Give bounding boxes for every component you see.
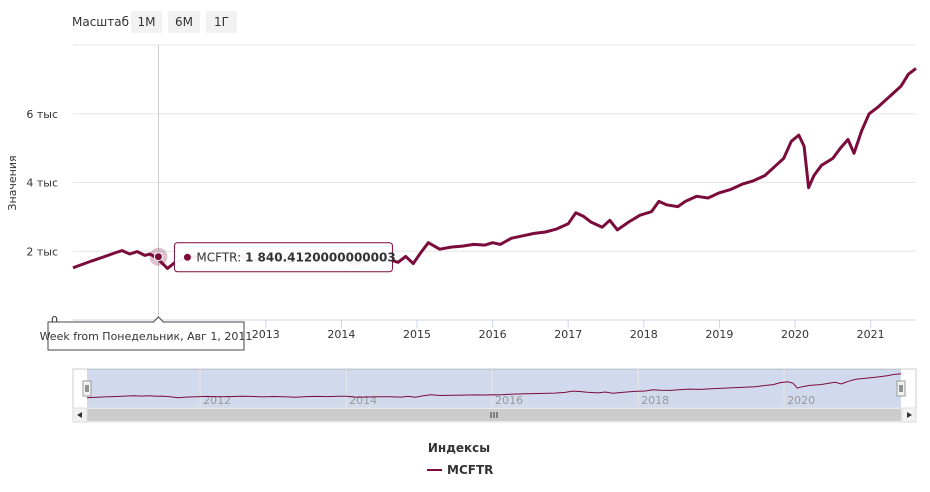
arrow-right-icon — [907, 412, 912, 418]
y-tick-label: 4 тыс — [26, 177, 58, 190]
zoom-6m-button[interactable]: 6М — [168, 11, 200, 33]
series-line-mcftr[interactable] — [72, 67, 917, 270]
scrollbar-right-button[interactable] — [901, 407, 917, 423]
x-tick-label: 2015 — [403, 328, 431, 341]
x-tick-label: 2018 — [630, 328, 658, 341]
tooltip: MCFTR: 1 840.4120000000003 Week from Поне… — [40, 242, 396, 351]
navigator-tick-label: 2018 — [641, 394, 669, 407]
tooltip-box — [173, 242, 393, 273]
tooltip-text: MCFTR: 1 840.4120000000003 — [196, 250, 395, 264]
tooltip-series-dot — [183, 253, 191, 261]
y-tick-label: 0 — [51, 314, 58, 327]
navigator-tick-label: 2016 — [495, 394, 523, 407]
x-tick-label: 2021 — [857, 328, 885, 341]
navigator-handle-left[interactable] — [82, 380, 92, 397]
x-tooltip-box — [47, 321, 245, 351]
arrow-left-icon — [77, 412, 82, 418]
y-axis-ticks: 0 2 тыс 4 тыс 6 тыс — [26, 108, 58, 327]
x-tick-label: 2017 — [554, 328, 582, 341]
legend: Индексы MCFTR — [427, 441, 493, 477]
legend-item-label: MCFTR — [447, 463, 493, 477]
hover-point[interactable] — [153, 252, 163, 262]
navigator[interactable]: 2012 2014 2016 2018 2020 — [72, 368, 917, 409]
navigator-tick-label: 2020 — [787, 394, 815, 407]
y-tick-label: 6 тыс — [26, 108, 58, 121]
navigator-tick-label: 2012 — [203, 394, 231, 407]
tooltip-value: 1 840.4120000000003 — [245, 250, 396, 264]
navigator-frame — [72, 368, 917, 409]
zoom-1y-button[interactable]: 1Г — [206, 11, 237, 33]
zoom-label: Масштаб — [72, 15, 129, 29]
scrollbar-grip-icon — [490, 412, 498, 418]
zoom-1y-label: 1Г — [214, 15, 229, 29]
series-group — [72, 67, 917, 270]
x-tooltip-text: Week from Понедельник, Авг 1, 2011 — [40, 330, 253, 343]
x-tooltip-pointer — [153, 316, 164, 323]
scrollbar[interactable] — [72, 407, 917, 423]
zoom-1m-label: 1М — [138, 15, 156, 29]
x-axis-ticks: 2013 2014 2015 2016 2017 2018 2019 2020 2021 — [252, 320, 885, 341]
navigator-series — [86, 373, 902, 399]
legend-item-mcftr[interactable]: MCFTR — [427, 463, 493, 477]
x-tick-label: 2016 — [479, 328, 507, 341]
scrollbar-left-button[interactable] — [72, 407, 88, 423]
legend-title: Индексы — [428, 441, 490, 455]
navigator-handle-right[interactable] — [896, 380, 906, 397]
y-tick-label: 2 тыс — [26, 245, 58, 258]
x-tick-label: 2020 — [781, 328, 809, 341]
navigator-series-line — [86, 373, 902, 399]
x-tick-label: 2014 — [327, 328, 355, 341]
zoom-6m-label: 6М — [175, 15, 193, 29]
tooltip-series-label: MCFTR: — [196, 250, 245, 264]
y-axis-title: Значения — [6, 155, 19, 210]
zoom-bar: Масштаб 1М 6М 1Г — [72, 11, 237, 33]
x-tick-label: 2019 — [705, 328, 733, 341]
navigator-tick-label: 2014 — [349, 394, 377, 407]
x-tick-label: 2013 — [252, 328, 280, 341]
navigator-mask[interactable] — [87, 369, 901, 408]
zoom-1m-button[interactable]: 1М — [131, 11, 162, 33]
